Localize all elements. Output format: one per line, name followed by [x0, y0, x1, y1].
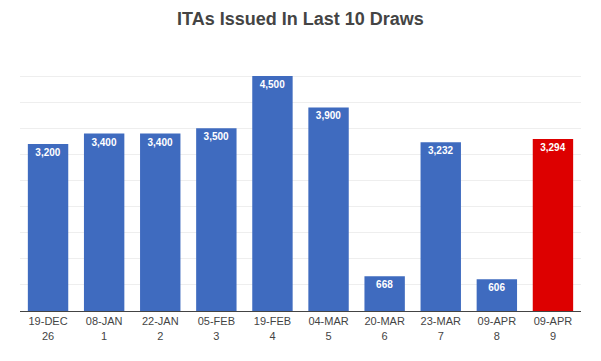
svg-text:3,900: 3,900 — [316, 110, 341, 121]
svg-text:3,500: 3,500 — [204, 131, 229, 142]
svg-text:04-MAR5: 04-MAR5 — [308, 315, 348, 341]
svg-text:09-APR8: 09-APR8 — [478, 315, 517, 341]
svg-text:668: 668 — [376, 279, 393, 290]
svg-text:4,500: 4,500 — [260, 79, 285, 90]
svg-text:3,200: 3,200 — [35, 147, 60, 158]
svg-text:3,232: 3,232 — [428, 145, 453, 156]
svg-text:20-MAR6: 20-MAR6 — [364, 315, 404, 341]
svg-text:09-APR9: 09-APR9 — [534, 315, 573, 341]
svg-text:ITAs Issued In Last 10 Draws: ITAs Issued In Last 10 Draws — [177, 9, 424, 29]
svg-text:3,400: 3,400 — [148, 137, 173, 148]
svg-text:08-JAN1: 08-JAN1 — [86, 315, 123, 341]
svg-text:3,400: 3,400 — [91, 137, 116, 148]
svg-text:22-JAN2: 22-JAN2 — [142, 315, 179, 341]
svg-text:606: 606 — [488, 282, 505, 293]
svg-text:23-MAR7: 23-MAR7 — [421, 315, 461, 341]
svg-text:3,294: 3,294 — [540, 142, 565, 153]
svg-text:05-FEB3: 05-FEB3 — [198, 315, 235, 341]
svg-text:19-FEB4: 19-FEB4 — [254, 315, 291, 341]
svg-text:19-DEC26: 19-DEC26 — [28, 315, 67, 341]
